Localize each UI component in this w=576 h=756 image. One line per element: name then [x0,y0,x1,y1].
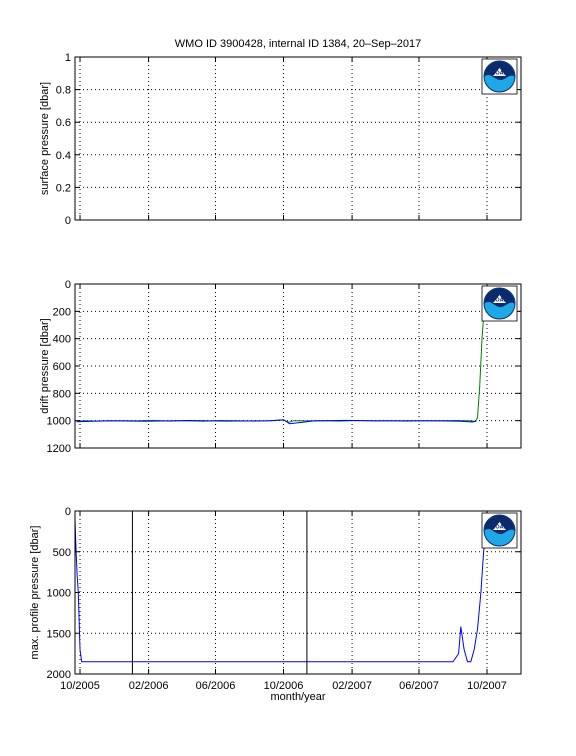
x-tick-label: 10/2006 [264,680,304,692]
noaa-logo: NOAA [481,512,518,549]
y-tick-label: 200 [53,306,71,318]
y-tick-label: 0.2 [56,182,71,194]
noaa-logo: NOAA [481,285,518,322]
svg-text:NOAA: NOAA [491,298,507,304]
x-axis-label: month/year [270,691,325,703]
y-tick-label: 1000 [47,416,71,428]
y-axis-label: max. profile pressure [dbar] [29,526,41,660]
plot-area [75,284,521,448]
y-tick-label: 0.6 [56,117,71,129]
x-tick-label: 10/2007 [467,680,507,692]
figure-title: WMO ID 3900428, internal ID 1384, 20–Sep… [175,38,421,50]
y-tick-label: 2000 [47,669,71,681]
series-line-2 [76,419,477,425]
y-tick-label: 800 [53,388,71,400]
x-tick-label: 02/2006 [129,680,169,692]
series-line-1 [76,308,485,423]
y-tick-label: 400 [53,334,71,346]
series-line-1 [74,519,487,663]
y-tick-label: 600 [53,361,71,373]
x-tick-label: 06/2007 [399,680,439,692]
x-tick-label: 10/2005 [60,680,100,692]
y-tick-label: 0 [65,279,71,291]
noaa-logo: NOAA [481,58,518,95]
plot-area [75,57,521,220]
svg-text:NOAA: NOAA [491,71,507,77]
y-tick-label: 500 [53,547,71,559]
panel-1: 0 0.2 0.4 0.6 0.8 1 surface pressure [dbar] NOA… [39,52,522,227]
y-tick-label: 0.4 [56,150,71,162]
y-tick-label: 0.8 [56,85,71,97]
svg-text:NOAA: NOAA [491,525,507,531]
y-tick-label: 1200 [47,443,71,455]
y-tick-label: 0 [65,506,71,518]
y-tick-label: 1500 [47,628,71,640]
y-tick-label: 0 [65,215,71,227]
y-tick-label: 1 [65,52,71,64]
x-tick-label: 06/2006 [196,680,236,692]
y-axis-label: drift pressure [dbar] [39,318,51,413]
plot-frame [74,56,522,221]
y-axis-label: surface pressure [dbar] [39,82,51,195]
panel-2: 0 200 400 600 800 1000 1200 drift pressure [dba… [39,279,522,455]
x-tick-label: 02/2007 [332,680,372,692]
plot-area [75,511,521,674]
y-tick-label: 1000 [47,588,71,600]
